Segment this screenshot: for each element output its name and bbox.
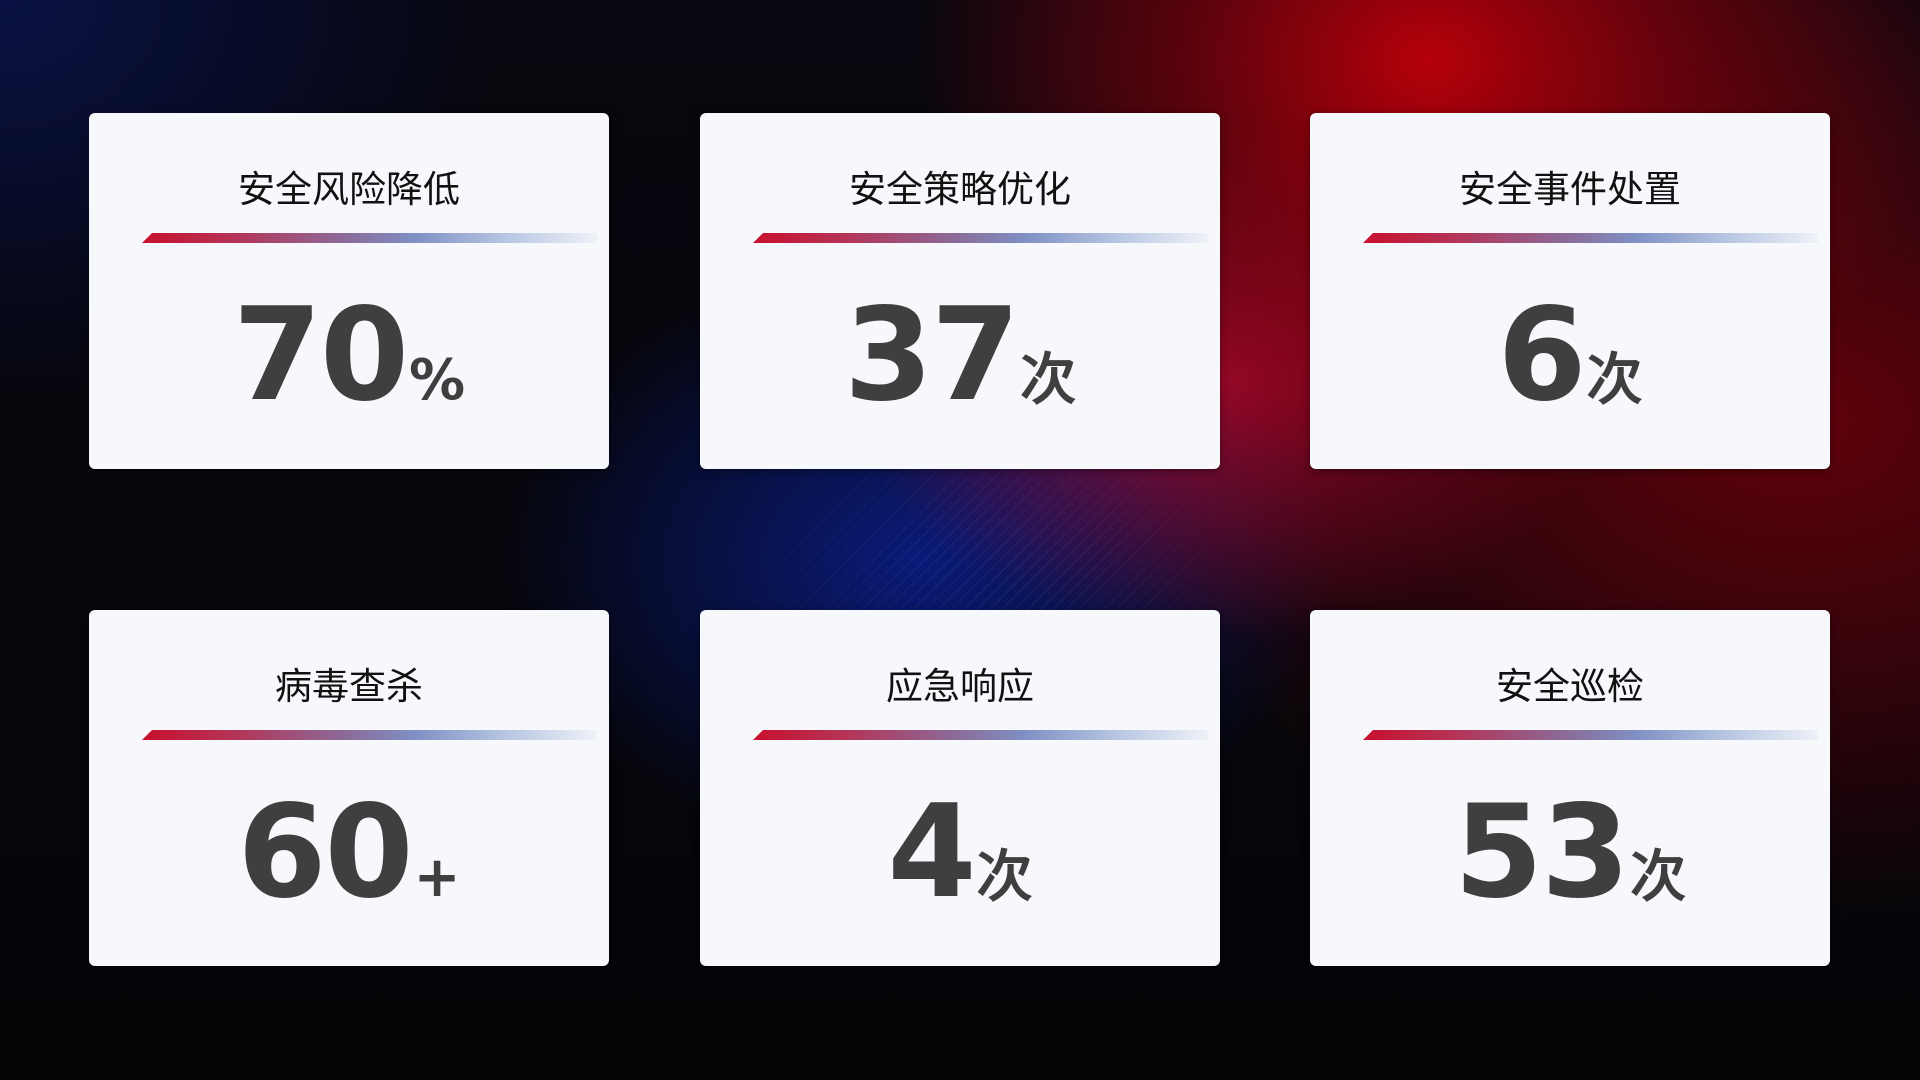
stat-card-risk-reduction: 安全风险降低 70% — [89, 113, 609, 469]
card-title: 病毒查杀 — [275, 665, 423, 708]
stat-card-incident-handling: 安全事件处置 6次 — [1310, 113, 1830, 469]
value-unit: + — [413, 845, 461, 910]
value-unit: 次 — [1630, 845, 1687, 910]
stat-card-virus-removal: 病毒查杀 60+ — [89, 610, 609, 966]
value-number: 60 — [237, 778, 413, 927]
value-unit: 次 — [976, 845, 1033, 910]
stat-card-emergency-response: 应急响应 4次 — [700, 610, 1220, 966]
stat-card-security-patrol: 安全巡检 53次 — [1310, 610, 1830, 966]
card-value: 53次 — [1310, 778, 1830, 927]
value-unit: 次 — [1586, 348, 1643, 413]
gradient-divider — [1363, 233, 1818, 243]
value-number: 53 — [1453, 778, 1630, 927]
card-value: 6次 — [1310, 281, 1830, 430]
value-number: 4 — [887, 778, 976, 927]
card-title: 应急响应 — [886, 665, 1034, 708]
card-title: 安全风险降低 — [238, 168, 460, 211]
gradient-divider — [142, 233, 597, 243]
gradient-divider — [1363, 730, 1818, 740]
value-number: 6 — [1497, 281, 1586, 430]
gradient-divider — [753, 233, 1208, 243]
gradient-divider — [142, 730, 597, 740]
card-title: 安全策略优化 — [849, 168, 1071, 211]
card-value: 70% — [89, 281, 609, 430]
card-title: 安全巡检 — [1496, 665, 1644, 708]
gradient-divider — [753, 730, 1208, 740]
card-value: 37次 — [700, 281, 1220, 430]
value-unit: 次 — [1020, 348, 1077, 413]
card-value: 60+ — [89, 778, 609, 927]
card-value: 4次 — [700, 778, 1220, 927]
value-number: 70 — [232, 281, 409, 430]
stat-card-policy-optimization: 安全策略优化 37次 — [700, 113, 1220, 469]
value-number: 37 — [843, 281, 1020, 430]
card-title: 安全事件处置 — [1459, 168, 1681, 211]
value-unit: % — [409, 348, 466, 413]
